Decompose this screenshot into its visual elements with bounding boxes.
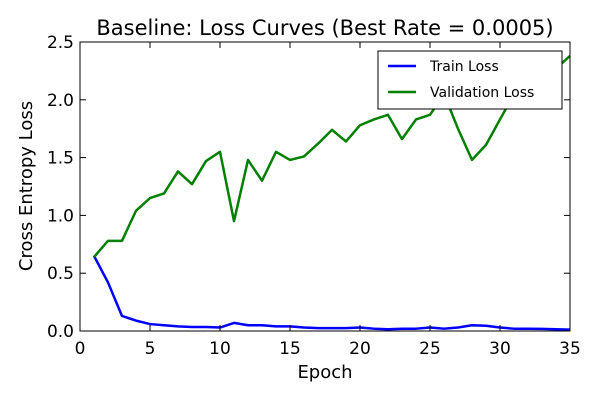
x-tick-label: 35	[559, 339, 581, 359]
x-tick-label: 15	[279, 339, 301, 359]
legend-label-validation: Validation Loss	[430, 85, 534, 101]
x-tick-label: 25	[419, 339, 441, 359]
plot-area	[92, 54, 571, 331]
x-tick-label: 5	[145, 339, 156, 359]
y-axis-label: Cross Entropy Loss	[16, 101, 37, 271]
y-tick-label: 1.5	[47, 149, 74, 169]
legend-box	[377, 50, 563, 110]
plot-frame	[79, 41, 571, 332]
axis-ticks: 0 5 10 15 20 25 30 35 0.0 0.5 1.0 1.5 2.0 2.5	[47, 33, 581, 359]
x-tick-label: 10	[209, 339, 231, 359]
legend-label-train: Train Loss	[429, 59, 499, 75]
y-tick-label: 2.0	[47, 91, 74, 111]
x-axis-label: Epoch	[297, 362, 352, 383]
y-tick-label: 0.5	[47, 264, 74, 284]
x-tick-label: 0	[75, 339, 86, 359]
series-line-validation-loss	[93, 54, 571, 258]
y-tick-label: 0.0	[47, 322, 74, 342]
x-tick-label: 30	[489, 339, 511, 359]
y-tick-label: 2.5	[47, 33, 74, 53]
series-line-train-loss	[92, 255, 571, 331]
y-tick-label: 1.0	[47, 206, 74, 226]
x-tick-label: 20	[349, 339, 371, 359]
legend: Train Loss Validation Loss	[377, 50, 563, 110]
chart-title: Baseline: Loss Curves (Best Rate = 0.000…	[96, 16, 553, 40]
